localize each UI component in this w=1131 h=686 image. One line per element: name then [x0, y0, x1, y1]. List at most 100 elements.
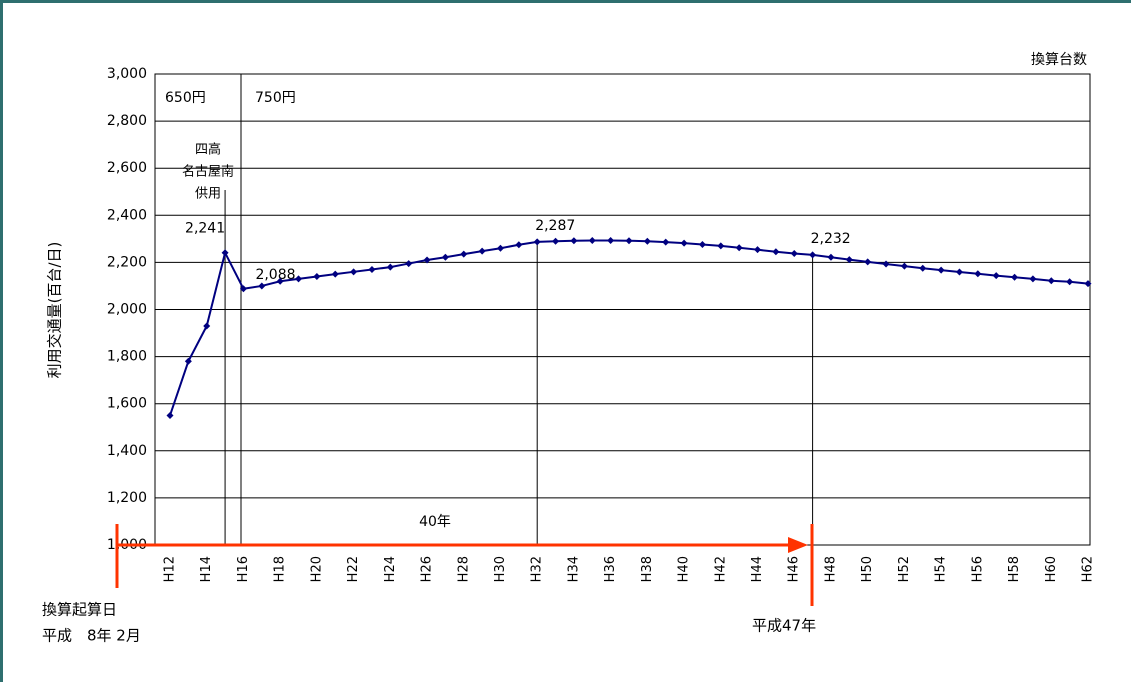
y-tick-label: 1,400 — [107, 443, 147, 459]
point — [239, 285, 247, 293]
point — [864, 258, 872, 266]
point — [772, 248, 780, 256]
point — [882, 260, 890, 268]
x-tick-label: H34 — [566, 556, 581, 582]
y-tick-label: 2,200 — [107, 254, 147, 270]
point — [405, 260, 413, 268]
left-border — [0, 0, 3, 682]
point — [625, 237, 633, 245]
point — [662, 238, 670, 246]
y-tick-label: 2,600 — [107, 160, 147, 176]
y-tick-label: 1,200 — [107, 490, 147, 506]
y-tick-label: 2,800 — [107, 113, 147, 129]
point — [386, 263, 394, 271]
y-axis-label: 利用交通量(百台/日) — [46, 242, 64, 379]
data-label: 2,088 — [255, 267, 295, 283]
point — [276, 277, 284, 285]
x-tick-label: H32 — [530, 556, 545, 582]
point — [588, 236, 596, 244]
point — [331, 270, 339, 278]
point — [1029, 275, 1037, 283]
point — [552, 237, 560, 245]
point — [1084, 280, 1092, 288]
point — [845, 256, 853, 264]
point — [607, 236, 615, 244]
x-tick-label: H56 — [970, 556, 985, 582]
point — [992, 272, 1000, 280]
x-tick-label: H58 — [1007, 556, 1022, 582]
point — [423, 256, 431, 264]
point — [827, 253, 835, 261]
annotation: 40年 — [419, 514, 451, 530]
annotation: 750円 — [255, 90, 296, 106]
y-tick-label: 2,000 — [107, 302, 147, 318]
x-tick-label: H48 — [823, 556, 838, 582]
point — [735, 244, 743, 252]
point — [166, 411, 174, 419]
annotation: 名古屋南 — [182, 164, 234, 180]
point — [533, 238, 541, 246]
point — [754, 246, 762, 254]
annotation: 平成47年 — [752, 617, 816, 635]
data-label: 2,232 — [811, 231, 851, 247]
x-tick-label: H30 — [493, 556, 508, 582]
x-tick-label: H52 — [897, 556, 912, 582]
annotation: 四高 — [195, 142, 221, 158]
x-tick-label: H36 — [603, 556, 618, 582]
point — [460, 250, 468, 258]
point — [900, 262, 908, 270]
x-tick-label: H50 — [860, 556, 875, 582]
x-tick-label: H22 — [346, 556, 361, 582]
point — [313, 273, 321, 281]
point — [790, 249, 798, 257]
data-label: 2,241 — [185, 221, 225, 237]
annotation: 換算起算日 — [42, 601, 117, 619]
y-tick-label: 1,800 — [107, 349, 147, 365]
x-tick-label: H14 — [199, 556, 214, 582]
x-tick-label: H44 — [750, 556, 765, 582]
annotation: 650円 — [165, 90, 206, 106]
point — [295, 275, 303, 283]
x-tick-label: H62 — [1081, 556, 1096, 582]
point — [368, 265, 376, 273]
point — [350, 268, 358, 276]
y-tick-label: 1,600 — [107, 396, 147, 412]
point — [717, 242, 725, 250]
x-tick-label: H28 — [456, 556, 471, 582]
point — [570, 237, 578, 245]
point — [919, 264, 927, 272]
x-tick-label: H46 — [787, 556, 802, 582]
top-border — [0, 0, 1131, 3]
x-tick-label: H60 — [1044, 556, 1059, 582]
x-tick-label: H24 — [383, 556, 398, 582]
annotation: 供用 — [195, 187, 221, 202]
point — [698, 241, 706, 249]
point — [1011, 273, 1019, 281]
arrow-head — [788, 537, 808, 553]
x-tick-label: H54 — [934, 556, 949, 582]
point — [496, 244, 504, 252]
point — [643, 237, 651, 245]
point — [515, 241, 523, 249]
point — [221, 249, 229, 257]
point — [203, 322, 211, 330]
point — [184, 357, 192, 365]
point — [1066, 278, 1074, 286]
x-tick-label: H38 — [640, 556, 655, 582]
x-tick-label: H18 — [273, 556, 288, 582]
x-tick-label: H20 — [309, 556, 324, 582]
unit-note: 換算台数 — [1031, 52, 1087, 68]
point — [937, 266, 945, 274]
point — [955, 268, 963, 276]
arrow — [115, 524, 814, 606]
point — [441, 253, 449, 261]
annotation: 平成 8年 2月 — [42, 627, 141, 645]
point — [258, 282, 266, 290]
x-tick-label: H12 — [163, 556, 178, 582]
x-tick-label: H26 — [420, 556, 435, 582]
point — [809, 251, 817, 259]
x-tick-label: H16 — [236, 556, 251, 582]
point — [974, 270, 982, 278]
